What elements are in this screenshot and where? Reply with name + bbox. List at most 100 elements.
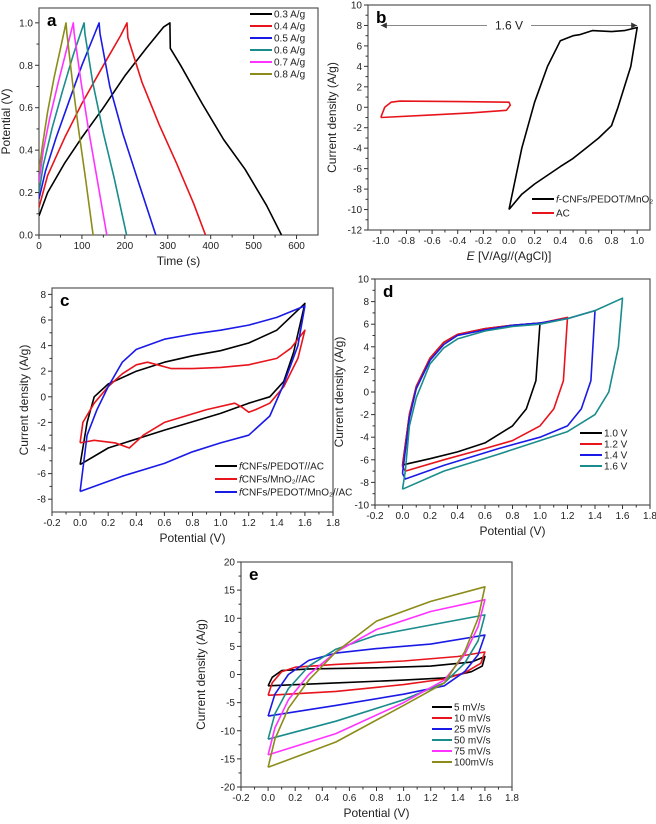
arrowhead-right-icon	[631, 22, 638, 29]
legend-label: 75 mV/s	[454, 747, 491, 758]
x-tick-label: 1.2	[561, 511, 575, 522]
x-tick-label: 1.0	[630, 236, 644, 247]
x-axis-label: E [V/Ag//(AgCl)]	[467, 249, 552, 263]
legend-label: 0.3 A/g	[274, 10, 305, 21]
x-tick-label: 0.2	[423, 511, 437, 522]
x-tick-label: 0.6	[157, 518, 171, 529]
series-group	[79, 302, 306, 493]
y-tick-label: -10	[355, 501, 370, 512]
series-line	[39, 22, 207, 235]
y-tick-label: -6	[360, 455, 369, 466]
legend-label-rest: CNFs/PEDOT//AC	[242, 462, 324, 473]
legend-label: fCNFs/MnO₂//AC	[239, 475, 315, 486]
legend-label-rest: CNFs/PEDOT/MnO₂//AC	[242, 488, 353, 499]
series-line	[79, 329, 306, 449]
x-tick-label: 1.6	[298, 518, 312, 529]
series-line	[380, 100, 512, 119]
legend-label: 1.4 V	[604, 451, 628, 462]
x-tick-label: 200	[117, 241, 134, 252]
series-group	[39, 22, 283, 235]
y-tick-label: -8	[353, 185, 362, 196]
y-tick-label: -20	[221, 783, 236, 794]
chart-panel-a: 0 100 200 300 400 500 600 0.0 0.2 0.4 0.6 0.8 1.0 Tim…	[0, 7, 319, 268]
legend-label: 0.8 A/g	[274, 70, 305, 81]
y-tick-label: -2	[353, 123, 362, 134]
series-line	[39, 22, 283, 235]
y-axis-label: Current density (A/g)	[17, 345, 31, 456]
series-line	[267, 614, 486, 740]
y-tick-label: 20	[224, 558, 236, 569]
y-tick-label: -8	[360, 478, 369, 489]
panel-label: d	[383, 282, 393, 301]
y-tick-label: -2	[360, 410, 369, 421]
x-tick-label: 600	[288, 241, 305, 252]
series-group	[380, 26, 638, 211]
x-tick-label: 1.0	[397, 793, 411, 804]
y-tick-label: -4	[353, 144, 362, 155]
x-tick-label: -0.2	[232, 793, 250, 804]
series-line	[39, 22, 94, 235]
x-tick-label: 0.4	[129, 518, 143, 529]
x-tick-label: 1.8	[505, 793, 519, 804]
y-tick-label: 0.0	[19, 231, 33, 242]
series-line	[401, 322, 541, 467]
x-tick-label: 1.4	[270, 518, 284, 529]
x-tick-label: 1.0	[214, 518, 228, 529]
series-group	[267, 586, 486, 769]
y-tick-label: -4	[360, 433, 369, 444]
x-tick-label: 0.8	[506, 511, 520, 522]
x-tick-label: 300	[159, 241, 176, 252]
chart-panel-b: -1.0 -0.8 -0.6 -0.4 -0.2 0.0 0.2 0.4 0.6 0.8 1.0 -1…	[325, 1, 653, 264]
y-tick-label: 0	[363, 388, 369, 399]
x-tick-label: 1.4	[451, 793, 465, 804]
y-tick-label: -6	[37, 469, 46, 480]
y-tick-label: 2	[363, 365, 369, 376]
x-axis-label: Potential (V)	[479, 524, 545, 538]
legend-label: 50 mV/s	[454, 736, 491, 747]
panel-label: a	[47, 11, 57, 30]
y-tick-label: 0.4	[19, 146, 33, 157]
legend-label: f-CNFs/PEDOT/MnO₂	[556, 195, 653, 206]
x-tick-label: 0.2	[528, 236, 542, 247]
legend-label: 0.7 A/g	[274, 58, 305, 69]
x-axis-label: Potential (V)	[159, 531, 225, 545]
legend-label-italic: f	[239, 462, 243, 473]
y-axis-label: Potential (V)	[0, 88, 13, 154]
y-tick-label: 0	[40, 392, 46, 403]
x-tick-label: 0.8	[370, 793, 384, 804]
series-line	[39, 22, 108, 235]
x-tick-label: 400	[202, 241, 219, 252]
y-tick-label: 4	[363, 342, 369, 353]
y-tick-label: 6	[363, 320, 369, 331]
panel-label: b	[376, 8, 386, 27]
legend-label: 0.4 A/g	[274, 22, 305, 33]
x-axis-label-italic: E	[467, 249, 476, 263]
x-tick-label: 1.4	[588, 511, 602, 522]
legend-label: 0.6 A/g	[274, 46, 305, 57]
y-tick-label: 10	[351, 1, 363, 12]
legend-label-italic: f	[556, 195, 560, 206]
y-tick-label: -10	[348, 205, 363, 216]
y-tick-label: 4	[356, 62, 362, 73]
series-line	[267, 586, 486, 769]
x-tick-label: 0.6	[478, 511, 492, 522]
y-tick-label: 0	[229, 670, 235, 681]
legend-label: fCNFs/PEDOT//AC	[239, 462, 324, 473]
x-tick-label: 0.0	[502, 236, 516, 247]
y-tick-label: 0	[356, 103, 362, 114]
y-tick-label: -8	[37, 495, 46, 506]
x-tick-label: -0.2	[43, 518, 61, 529]
x-axis-label: Potential (V)	[343, 806, 409, 820]
y-tick-label: -2	[37, 418, 46, 429]
y-tick-label: 10	[358, 275, 370, 286]
x-tick-label: -0.6	[423, 236, 441, 247]
y-axis-label: Current density (A/g)	[194, 619, 208, 730]
x-axis-label-rest: [V/Ag//(AgCl)]	[475, 249, 552, 263]
y-tick-label: 0.2	[19, 188, 33, 199]
y-tick-label: -5	[226, 698, 235, 709]
x-tick-label: -0.4	[449, 236, 467, 247]
legend-label-rest: -CNFs/PEDOT/MnO₂	[559, 195, 654, 206]
x-tick-label: -0.8	[398, 236, 416, 247]
x-tick-label: 0.8	[605, 236, 619, 247]
panel-label: e	[249, 565, 258, 584]
